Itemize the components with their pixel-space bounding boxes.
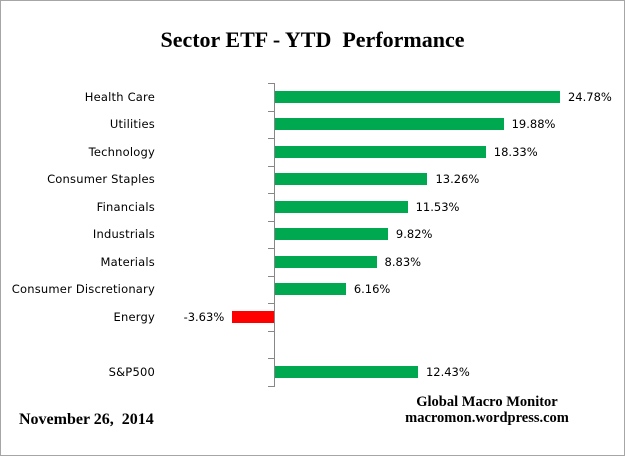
axis-tick <box>268 248 274 249</box>
category-label-consumer-staples: Consumer Staples <box>47 172 155 187</box>
footer-source-line1: Global Macro Monitor <box>416 394 558 410</box>
bar-health-care <box>275 90 560 103</box>
bar-consumer-staples <box>275 173 428 186</box>
bar-consumer-discretionary <box>275 283 346 296</box>
value-label-materials: 8.83% <box>384 254 422 269</box>
category-label-health-care: Health Care <box>84 89 155 104</box>
value-label-consumer-staples: 13.26% <box>435 172 480 187</box>
axis-tick <box>268 138 274 139</box>
bar-utilities <box>275 118 504 131</box>
category-axis-line <box>274 83 275 387</box>
chart-title: Sector ETF - YTD Performance <box>160 27 465 52</box>
value-label-financials: 11.53% <box>415 199 460 214</box>
value-label-energy: -3.63% <box>183 309 225 324</box>
bar-energy <box>232 310 274 323</box>
footer-source-line2: macromon.wordpress.com <box>405 409 569 426</box>
axis-tick <box>268 110 274 112</box>
category-label-industrials: Industrials <box>92 227 155 242</box>
axis-tick <box>268 83 274 84</box>
axis-tick <box>268 358 274 359</box>
category-label-consumer-discretionary: Consumer Discretionary <box>11 282 155 297</box>
category-label-materials: Materials <box>100 254 155 269</box>
value-label-health-care: 24.78% <box>567 89 612 104</box>
category-label-s-p500: S&P500 <box>108 364 155 379</box>
bar-financials <box>275 200 408 213</box>
axis-tick <box>268 193 274 194</box>
axis-tick <box>268 165 274 167</box>
category-label-utilities: Utilities <box>109 117 155 132</box>
axis-tick <box>268 330 274 332</box>
value-label-technology: 18.33% <box>493 144 538 159</box>
value-label-s-p500: 12.43% <box>425 364 470 379</box>
value-label-consumer-discretionary: 6.16% <box>353 282 391 297</box>
category-label-energy: Energy <box>113 309 155 324</box>
bar-materials <box>275 255 377 268</box>
category-label-financials: Financials <box>96 199 155 214</box>
footer-source-credit: Global Macro Monitor macromon.wordpress.… <box>371 394 603 426</box>
bar-s-p500 <box>275 365 418 378</box>
value-label-industrials: 9.82% <box>395 227 433 242</box>
axis-tick <box>268 220 274 222</box>
category-label-technology: Technology <box>88 144 155 159</box>
axis-tick <box>268 385 274 387</box>
bar-technology <box>275 145 486 158</box>
axis-tick <box>268 275 274 277</box>
value-label-utilities: 19.88% <box>511 117 556 132</box>
axis-tick <box>268 303 274 304</box>
footer-date: November 26, 2014 <box>19 411 154 428</box>
bar-industrials <box>275 228 388 241</box>
